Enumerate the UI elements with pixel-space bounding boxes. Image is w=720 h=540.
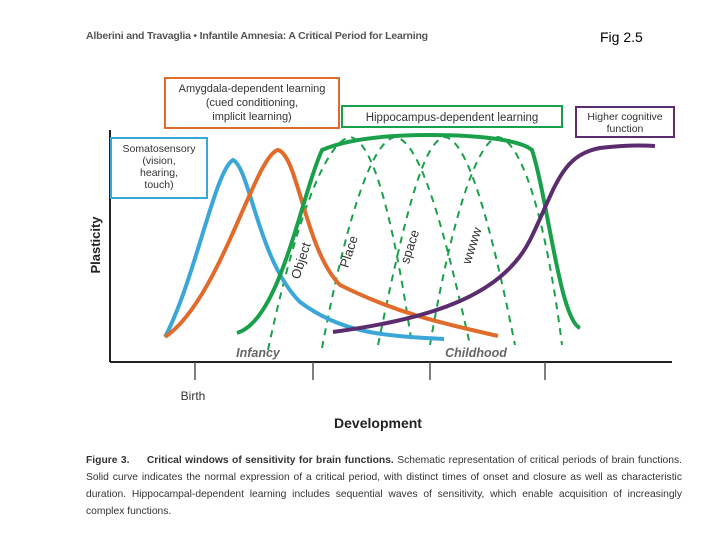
caption-lead: Critical windows of sensitivity for brai…	[146, 455, 394, 466]
higher-cognitive-curve	[332, 143, 656, 334]
amygdala-curve	[163, 147, 499, 339]
stage-label-childhood: Childhood	[445, 346, 507, 360]
wave-label-space: space	[397, 228, 422, 266]
x-tick-label-birth: Birth	[181, 389, 206, 403]
amygdala-box: Amygdala-dependent learning (cued condit…	[164, 77, 340, 129]
somato-box-line2: (vision,	[142, 155, 175, 167]
y-axis-label: Plasticity	[88, 216, 103, 274]
wave-object	[267, 135, 413, 351]
x-axis-label: Development	[334, 415, 422, 431]
figure-caption: Figure 3. Critical windows of sensitivit…	[86, 452, 682, 520]
somato-box-line3: hearing,	[140, 167, 178, 179]
somato-box-line1: Somatosensory	[123, 143, 197, 155]
wave-wwww	[429, 135, 563, 346]
caption-body: Schematic representation of critical per…	[86, 455, 682, 517]
critical-periods-diagram: Plasticity Development Birth Object Plac…	[88, 77, 675, 431]
amygdala-box-line2: (cued conditioning,	[206, 97, 298, 109]
amygdala-box-line3: implicit learning)	[212, 111, 291, 123]
higher-cognitive-box: Higher cognitive function	[575, 106, 675, 138]
wave-space	[377, 135, 516, 346]
somato-box-line4: touch)	[144, 179, 173, 191]
somatosensory-box: Somatosensory (vision, hearing, touch)	[110, 137, 208, 199]
hippocampus-box-label: Hippocampus-dependent learning	[366, 112, 539, 124]
running-head: Alberini and Travaglia • Infantile Amnes…	[86, 30, 428, 42]
figure-number-label: Fig 2.5	[600, 29, 643, 45]
wave-label-wwww: wwww	[458, 225, 484, 267]
stage-label-infancy: Infancy	[236, 346, 281, 360]
higher-box-line1: Higher cognitive	[587, 111, 662, 123]
wave-label-place: Place	[337, 234, 361, 270]
hippocampus-curve	[236, 132, 582, 335]
caption-title: Figure 3.	[86, 455, 130, 466]
higher-box-line2: function	[607, 123, 644, 135]
hippocampus-box: Hippocampus-dependent learning	[341, 105, 563, 128]
amygdala-box-line1: Amygdala-dependent learning	[179, 83, 326, 95]
